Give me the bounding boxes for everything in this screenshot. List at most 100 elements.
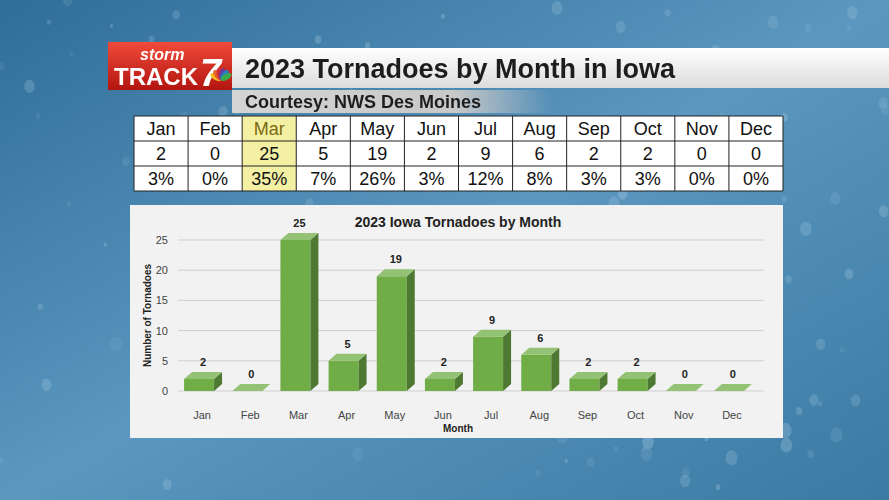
y-tick-label: 5 bbox=[162, 355, 168, 367]
rain-drop bbox=[110, 337, 122, 352]
logo-text: storm bbox=[140, 46, 184, 63]
bar-top bbox=[473, 330, 511, 337]
x-tick-label: Aug bbox=[529, 409, 549, 421]
table-cell: 9 bbox=[481, 144, 491, 164]
table-rule bbox=[188, 116, 189, 191]
table-cell: 3% bbox=[418, 169, 444, 189]
bar bbox=[280, 233, 318, 391]
table-cell: Nov bbox=[686, 119, 718, 139]
grid-line bbox=[178, 270, 764, 271]
table-cell: 0 bbox=[210, 144, 220, 164]
table-cell: Feb bbox=[200, 119, 231, 139]
title-band bbox=[232, 48, 889, 88]
data-label: 2 bbox=[585, 356, 591, 368]
rain-drop bbox=[768, 16, 779, 29]
bar bbox=[184, 372, 222, 391]
rain-drop bbox=[847, 6, 858, 19]
rain-drop bbox=[726, 450, 738, 465]
y-tick-label: 20 bbox=[156, 264, 168, 276]
bar-top bbox=[377, 269, 415, 276]
logo-feather bbox=[220, 71, 233, 82]
rain-drop bbox=[614, 446, 619, 452]
rain-drop bbox=[69, 52, 73, 57]
background bbox=[0, 0, 889, 500]
table-cell: 0 bbox=[751, 144, 761, 164]
table-cell: 0% bbox=[689, 169, 715, 189]
table-rule bbox=[404, 116, 405, 191]
rain-drop bbox=[818, 401, 822, 406]
data-label: 2 bbox=[200, 356, 206, 368]
y-axis-title: Number of Tornadoes bbox=[142, 263, 153, 367]
page: 2023 Tornadoes by Month in Iowa Courtesy:… bbox=[0, 0, 889, 500]
x-tick-label: Dec bbox=[722, 409, 742, 421]
x-axis-title: Month bbox=[443, 423, 473, 434]
rain-drop bbox=[24, 80, 34, 93]
rain-drop bbox=[104, 243, 107, 247]
rain-drop bbox=[805, 23, 812, 31]
bar-top bbox=[232, 384, 270, 391]
rain-drop bbox=[67, 200, 72, 206]
subtitle: Courtesy: NWS Des Moines bbox=[245, 92, 481, 112]
y-tick-label: 10 bbox=[156, 325, 168, 337]
rain-drop bbox=[0, 457, 3, 464]
bar-top bbox=[184, 372, 222, 379]
grid-line bbox=[178, 330, 764, 331]
rain-drop bbox=[785, 275, 792, 283]
rain-drop bbox=[816, 338, 825, 350]
table-rule bbox=[242, 116, 243, 191]
table-rule bbox=[783, 116, 784, 191]
x-tick-label: Feb bbox=[241, 409, 260, 421]
bar bbox=[473, 330, 511, 391]
chart-panel bbox=[130, 205, 783, 438]
rain-drop bbox=[800, 222, 811, 236]
table-cell: 3% bbox=[635, 169, 661, 189]
table-cell: 2 bbox=[426, 144, 436, 164]
table-cell: 3% bbox=[148, 169, 174, 189]
bar bbox=[377, 269, 415, 391]
bar-front bbox=[280, 240, 310, 391]
chart-title: 2023 Iowa Tornadoes by Month bbox=[355, 214, 562, 230]
title: 2023 Tornadoes by Month in Iowa bbox=[245, 54, 676, 84]
x-tick-label: Jun bbox=[434, 409, 452, 421]
table-background bbox=[134, 116, 783, 191]
data-label: 19 bbox=[390, 253, 402, 265]
logo-text: TRACK bbox=[114, 63, 199, 90]
table-cell: Oct bbox=[634, 119, 662, 139]
table-rule bbox=[458, 116, 459, 191]
grid-line bbox=[178, 360, 764, 361]
rain-drop bbox=[149, 35, 155, 42]
y-tick-label: 0 bbox=[162, 385, 168, 397]
table-cell: Jul bbox=[474, 119, 497, 139]
table-cell: 2 bbox=[589, 144, 599, 164]
table-rule bbox=[512, 116, 513, 191]
bar bbox=[232, 384, 270, 391]
bar-front bbox=[184, 379, 214, 391]
bar-top bbox=[569, 372, 607, 379]
grid-line bbox=[178, 240, 764, 241]
table-cell: 35% bbox=[251, 169, 287, 189]
rain-drop bbox=[110, 24, 113, 28]
table-highlight bbox=[242, 116, 296, 191]
rain-drop bbox=[0, 62, 5, 71]
bar bbox=[329, 354, 367, 391]
table-cell: Apr bbox=[309, 119, 337, 139]
x-tick-label: Sep bbox=[578, 409, 598, 421]
data-label: 9 bbox=[489, 314, 495, 326]
rain-drop bbox=[122, 157, 130, 167]
bar-top bbox=[329, 354, 367, 361]
bar-front bbox=[618, 379, 648, 391]
table-rule bbox=[350, 116, 351, 191]
data-label: 2 bbox=[634, 356, 640, 368]
rain-drop bbox=[47, 20, 51, 25]
x-tick-label: Jul bbox=[484, 409, 498, 421]
rain-drops bbox=[0, 0, 889, 490]
rain-drop bbox=[641, 447, 652, 461]
rain-drop bbox=[782, 196, 787, 203]
table-cell: 0% bbox=[743, 169, 769, 189]
table-cell: 6 bbox=[535, 144, 545, 164]
table-rule bbox=[620, 116, 621, 191]
bars bbox=[184, 233, 752, 391]
data-label: 6 bbox=[537, 332, 543, 344]
rain-drop bbox=[42, 379, 52, 391]
rain-drop bbox=[807, 450, 814, 458]
